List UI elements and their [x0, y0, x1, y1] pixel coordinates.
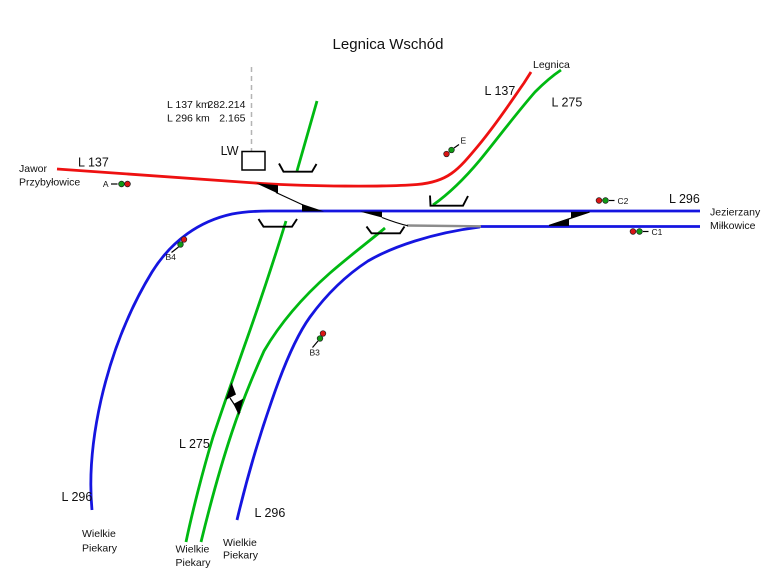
track-l275-legnica: [432, 68, 562, 207]
signal-c2-label: C2: [618, 196, 629, 206]
signal-e-green-lamp-icon: [448, 146, 455, 154]
station-wielkie-piekary-east-line2: Piekary: [223, 550, 259, 562]
signal-e-mast: [453, 144, 460, 149]
turnouts-group: [225, 183, 591, 416]
line-label-l137-west: L 137: [78, 156, 109, 170]
track-l137: [56, 71, 533, 188]
signal-b4-red-lamp-icon: [180, 236, 188, 243]
station-jawor-line2: Przybyłowice: [19, 177, 80, 189]
signal-c2-red-lamp-icon: [595, 197, 603, 204]
signal-a-green-lamp-icon: [118, 180, 125, 188]
signal-box-group: LW: [221, 144, 266, 171]
station-jawor-line1: Jawor: [19, 163, 48, 175]
bridge-symbol-north: [278, 163, 318, 173]
track-l296-south: [235, 225, 481, 521]
crossover-wedge-l275-a: [225, 382, 236, 400]
signal-b3-mast: [312, 340, 319, 348]
bridge-symbol-east: [429, 195, 469, 207]
page-title: Legnica Wschód: [333, 36, 444, 53]
bridges-group: [257, 163, 469, 235]
signal-b4-label: B4: [166, 252, 177, 262]
turnout-link-siding: [381, 216, 409, 227]
line-label-l275-south: L 275: [179, 437, 210, 451]
station-legnica: Legnica: [533, 59, 570, 71]
signal-b4-green-lamp-icon: [177, 241, 184, 248]
turnout-wedge-siding: [360, 211, 382, 218]
station-wielkie-piekary-mid-line2: Piekary: [176, 557, 212, 569]
track-l275-upper: [295, 100, 319, 172]
line-label-l275-northeast: L 275: [552, 96, 583, 110]
signal-c2-green-lamp-icon: [602, 197, 609, 204]
station-wielkie-piekary-east-line1: Wielkie: [223, 537, 257, 549]
track-l296-main: [89, 209, 700, 511]
line-label-l296-southwest: L 296: [62, 490, 93, 504]
line-label-l137-northeast: L 137: [485, 84, 516, 98]
station-milkowice: Miłkowice: [710, 220, 756, 232]
signal-a: A: [103, 179, 131, 189]
signal-e-label: E: [461, 136, 467, 146]
line-label-l296-south: L 296: [255, 506, 286, 520]
station-wielkie-piekary-west-line1: Wielkie: [82, 528, 116, 540]
station-jezierzany: Jezierzany: [710, 207, 761, 219]
signal-box: [241, 150, 266, 171]
signal-c1: C1: [629, 227, 663, 237]
station-wielkie-piekary-mid-line1: Wielkie: [176, 544, 210, 556]
turnout-link-l137-l296: [275, 191, 304, 206]
signal-box-label: LW: [221, 144, 239, 158]
station-wielkie-piekary-west-line2: Piekary: [82, 543, 118, 555]
km-boundary-group: L 137 km 282.214 L 296 km 2.165: [167, 67, 253, 170]
signal-a-label: A: [103, 179, 109, 189]
bridge-symbol-mid: [365, 225, 406, 235]
signal-e-red-lamp-icon: [443, 150, 450, 158]
signal-b3-green-lamp-icon: [316, 335, 324, 342]
turnout-wedge-l137: [256, 183, 278, 194]
signal-b4-mast: [171, 246, 179, 253]
signal-b4: B4: [166, 236, 188, 262]
km-row2-label: L 296 km: [167, 113, 210, 125]
labels-group: Legnica Wschód Jawor Przybyłowice L 137 …: [19, 36, 761, 569]
signal-b3-red-lamp-icon: [319, 330, 327, 337]
signal-c1-label: C1: [652, 227, 663, 237]
crossover-wedge-l275-b: [233, 398, 244, 416]
track-l275-south-a: [184, 220, 288, 543]
line-label-l296-east: L 296: [669, 192, 700, 206]
km-row1-value: 282.214: [208, 99, 246, 111]
tracks-group: [56, 68, 700, 543]
signal-b3: B3: [310, 330, 327, 358]
signal-c1-green-lamp-icon: [636, 228, 643, 235]
signal-a-red-lamp-icon: [124, 180, 131, 188]
track-siding: [406, 224, 482, 228]
crossover-wedge-lower: [549, 219, 569, 226]
signal-c1-red-lamp-icon: [629, 228, 637, 235]
signal-b3-label: B3: [310, 348, 321, 358]
turnout-wedge-l296-upper: [302, 204, 324, 212]
km-row1-label: L 137 km: [167, 99, 210, 111]
signal-c2: C2: [595, 196, 629, 206]
signal-e: E: [443, 136, 467, 158]
crossover-wedge-upper: [571, 211, 591, 219]
track-l275-south-b: [199, 226, 386, 543]
bridge-symbol-west: [257, 218, 298, 228]
km-row2-value: 2.165: [219, 113, 245, 125]
